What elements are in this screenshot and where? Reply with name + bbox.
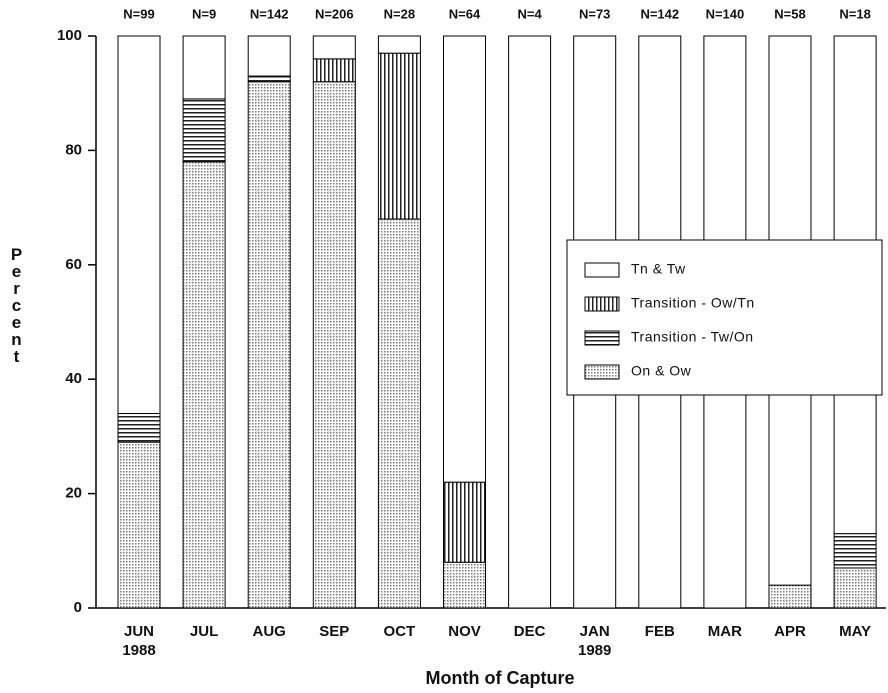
x-tick-label: SEP [319,623,350,640]
n-label: N=18 [839,6,870,21]
y-tick-label: 40 [65,370,82,387]
bar-segment [508,35,552,609]
bar-segment [443,561,486,609]
bar-segment [443,481,486,563]
x-tick-label: JAN 1989 [578,623,612,659]
n-label: N=9 [192,6,216,21]
n-label: N=140 [706,6,745,21]
bar-segment [377,52,421,220]
n-label: N=142 [640,6,679,21]
n-label: N=73 [579,6,610,21]
bar-segment [182,98,226,163]
legend-swatch [584,330,620,346]
bar-segment [117,35,161,415]
bar-segment [247,81,291,609]
x-tick-label: MAY [839,623,872,640]
legend-label: Transition - Tw/On [631,329,754,345]
n-label: N=64 [449,6,481,21]
bar-segment [312,35,356,60]
x-tick-label: APR [774,623,806,640]
bar-segment [377,218,421,609]
x-tick-label: JUL [189,623,219,640]
legend-label: Transition - Ow/Tn [631,295,755,311]
bar-segment [247,75,291,83]
x-axis-label: Month of Capture [425,668,575,688]
legend-label: Tn & Tw [631,261,686,277]
x-tick-label: MAR [707,623,742,640]
y-tick-label: 100 [57,27,82,44]
n-label: N=206 [315,6,354,21]
y-tick-label: 80 [65,141,82,158]
legend-swatch [584,296,620,312]
n-label: N=142 [250,6,289,21]
y-tick-label: 60 [65,256,82,273]
n-label: N=58 [774,6,805,21]
y-tick-label: 0 [74,599,82,616]
x-tick-label: FEB [644,623,675,640]
bar-segment [312,81,356,609]
bar-segment [768,584,812,609]
bar-segment [182,161,226,609]
x-tick-label: OCT [383,623,416,640]
legend-label: On & Ow [631,363,692,379]
n-label: N=4 [517,6,542,21]
n-label: N=28 [384,6,415,21]
y-axis-label: Percent [7,245,26,364]
y-tick-label: 20 [65,485,82,502]
bar-segment [247,35,291,77]
bar-segment [117,441,161,609]
legend-swatch [584,262,620,278]
bar-segment [117,413,161,443]
bar-segment [443,35,486,483]
bar-segment [833,567,877,609]
legend-swatch [584,364,620,380]
x-tick-label: DEC [513,623,546,640]
x-tick-label: AUG [252,623,286,640]
bar-segment [182,35,226,100]
n-label: N=99 [123,6,154,21]
x-tick-label: NOV [448,623,481,640]
x-tick-label: JUN 1988 [122,623,156,659]
bar-segment [377,35,421,54]
bar-segment [833,533,877,569]
bar-segment [312,58,356,83]
